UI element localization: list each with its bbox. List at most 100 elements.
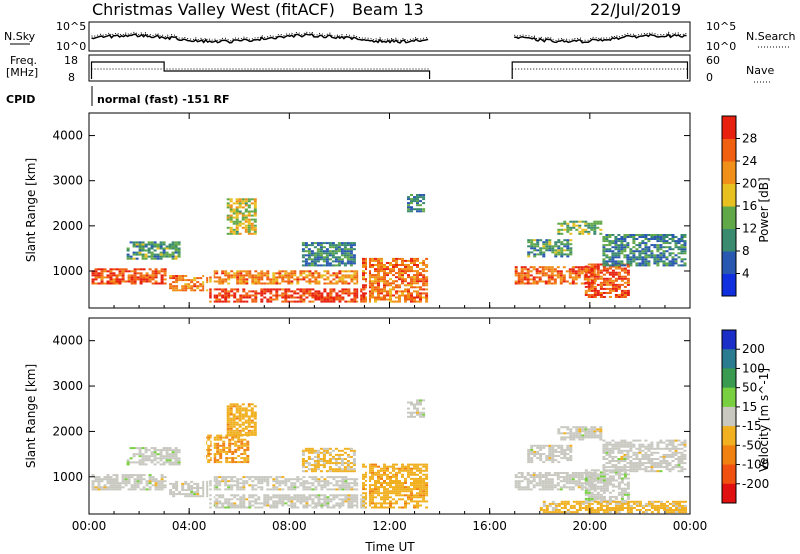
power-cell (317, 282, 321, 285)
power-cell (532, 278, 536, 281)
power-cell (602, 265, 606, 268)
power-cell (419, 204, 422, 207)
power-cell (580, 282, 584, 285)
velocity-cell (407, 407, 410, 410)
power-cell (177, 251, 181, 254)
power-cell (416, 270, 419, 273)
power-cell (520, 282, 524, 285)
velocity-cell (230, 476, 234, 479)
velocity-cell (614, 447, 618, 450)
power-cell (545, 245, 549, 248)
power-cell (422, 196, 426, 199)
power-cell (662, 262, 666, 265)
power-cell (656, 254, 660, 257)
power-cell (235, 232, 239, 235)
power-cell (374, 286, 377, 289)
velocity-cell (671, 468, 675, 471)
velocity-cell (153, 457, 157, 460)
power-cell (326, 292, 330, 295)
power-cell (187, 285, 191, 288)
power-cell (614, 277, 618, 280)
power-cell (617, 296, 621, 298)
velocity-cell (520, 472, 524, 474)
power-cell (605, 262, 609, 265)
power-cell (221, 278, 225, 281)
power-cell (205, 281, 209, 284)
power-cell (215, 288, 219, 291)
power-cell (547, 278, 551, 281)
power-cell (334, 252, 338, 255)
power-cell (218, 282, 222, 285)
power-cell (150, 251, 154, 254)
power-cell (126, 257, 130, 260)
velocity-cell (590, 428, 594, 431)
velocity-cell (538, 480, 542, 483)
power-cell (611, 258, 615, 261)
velocity-cell (304, 466, 308, 469)
power-cell (398, 278, 401, 281)
velocity-cell (319, 451, 323, 454)
power-cell (171, 245, 175, 248)
power-cell (353, 298, 357, 301)
velocity-cell (365, 465, 368, 468)
velocity-cell (517, 480, 521, 483)
power-cell (218, 298, 222, 301)
power-cell (377, 272, 380, 275)
power-cell (168, 245, 172, 248)
power-cell (328, 258, 332, 261)
power-cell (530, 241, 534, 244)
power-cell (656, 246, 660, 249)
velocity-cell (248, 484, 252, 487)
velocity-cell (571, 480, 575, 483)
power-cell (168, 255, 172, 258)
velocity-cell (308, 488, 312, 491)
power-cell (680, 252, 684, 255)
power-cell (130, 270, 134, 273)
velocity-cell (124, 478, 128, 481)
power-cell (350, 298, 354, 301)
velocity-cell (287, 498, 291, 501)
velocity-cell (222, 446, 226, 449)
velocity-cell (150, 461, 154, 464)
velocity-cell (389, 471, 392, 474)
velocity-cell (571, 482, 575, 485)
velocity-cell (416, 465, 419, 468)
power-cell (247, 220, 251, 223)
velocity-cell (596, 487, 600, 490)
velocity-cell (629, 441, 633, 444)
velocity-cell (281, 494, 285, 497)
power-cell (523, 282, 527, 285)
velocity-cell (240, 444, 244, 447)
velocity-cell (608, 507, 612, 509)
power-cell (562, 278, 566, 281)
velocity-cell (568, 482, 572, 485)
power-cell (626, 242, 630, 245)
velocity-cell (544, 484, 548, 487)
power-cell (313, 260, 317, 263)
power-cell (235, 220, 239, 223)
power-cell (605, 256, 609, 259)
power-cell (365, 286, 368, 289)
velocity-cell (237, 440, 241, 443)
power-cell (419, 194, 422, 196)
velocity-cell (398, 486, 401, 489)
velocity-cell (350, 494, 354, 497)
power-cell (253, 198, 257, 201)
power-cell (392, 274, 395, 277)
velocity-cell (216, 442, 220, 445)
power-cell (520, 276, 524, 279)
power-cell (341, 290, 345, 293)
power-cell (226, 214, 230, 217)
power-cell (422, 296, 426, 299)
velocity-cell (514, 482, 518, 485)
velocity-cell (331, 462, 335, 465)
power-cell (407, 270, 410, 273)
velocity-cell (326, 480, 330, 483)
velocity-cell (229, 427, 233, 430)
power-cell (571, 266, 575, 269)
velocity-cell (614, 507, 618, 509)
velocity-cell (578, 500, 582, 503)
power-cell (290, 294, 294, 297)
power-cell (238, 198, 242, 201)
power-cell (129, 257, 133, 260)
